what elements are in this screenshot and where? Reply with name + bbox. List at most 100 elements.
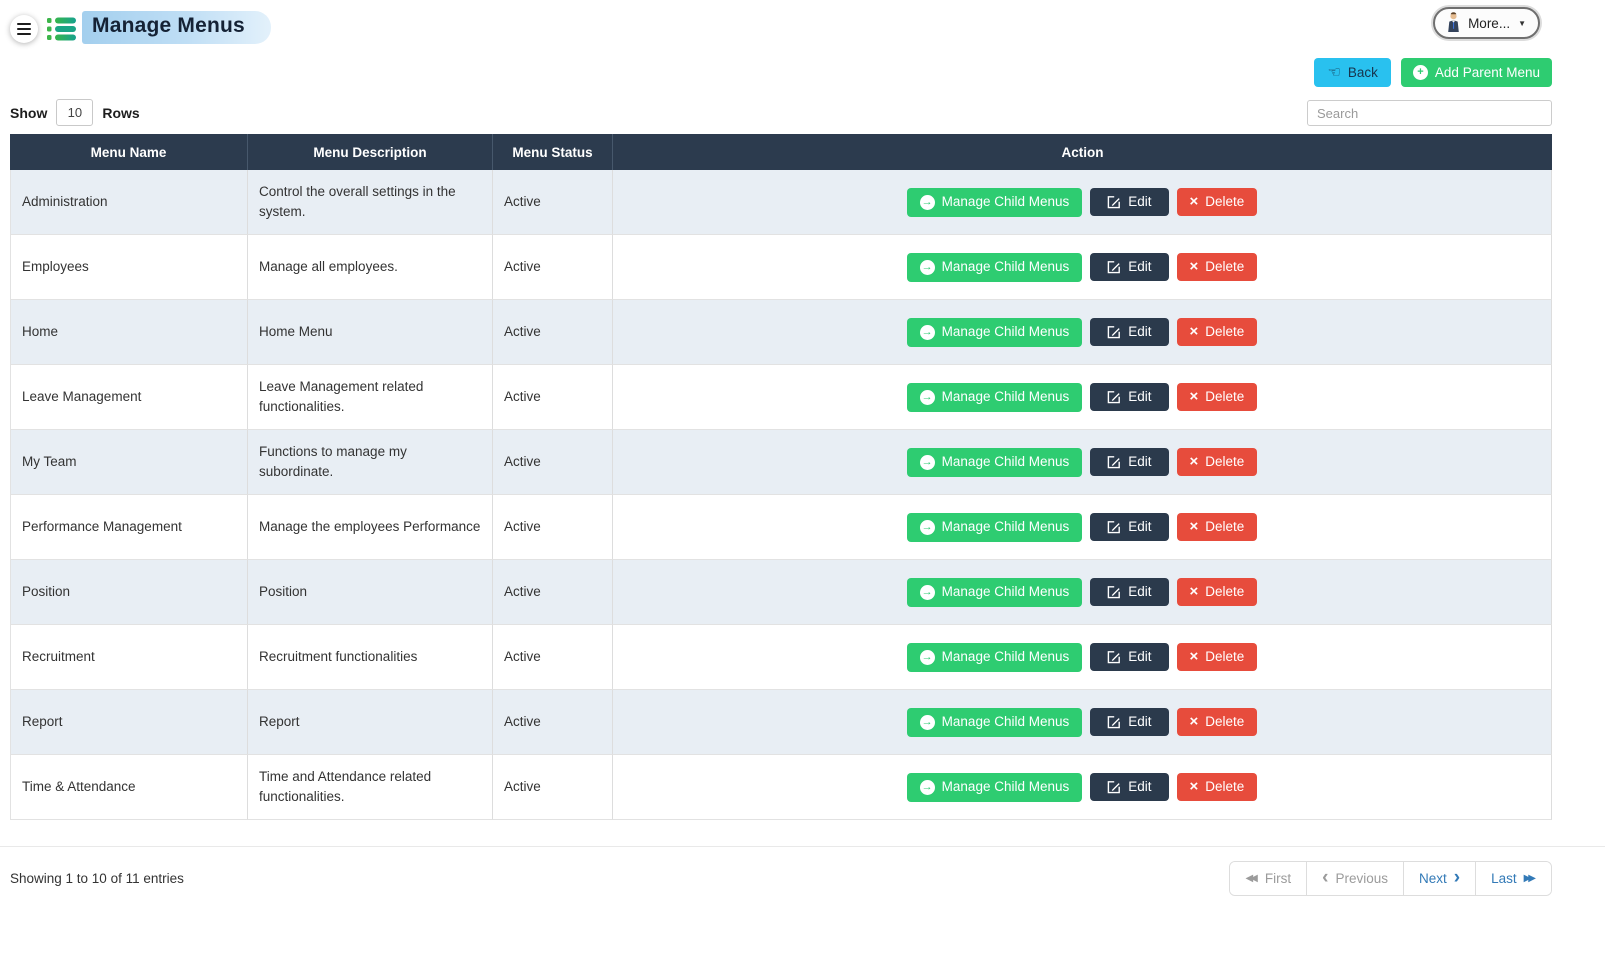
- edit-button[interactable]: Edit: [1090, 578, 1169, 606]
- manage-child-menus-button[interactable]: → Manage Child Menus: [906, 707, 1083, 737]
- chevron-down-icon: ▼: [1518, 18, 1526, 28]
- delete-button[interactable]: × Delete: [1176, 448, 1258, 476]
- edit-pencil-icon: [1107, 456, 1121, 469]
- menu-status: Active: [504, 778, 541, 794]
- menu-name-cell: Administration: [10, 170, 248, 235]
- menu-name: Home: [22, 323, 59, 339]
- menu-name-cell: Position: [10, 560, 248, 625]
- pagination-last-button[interactable]: Last ▶▶: [1475, 862, 1551, 895]
- menu-description-cell: Recruitment functionalities: [248, 625, 493, 690]
- manage-child-menus-button[interactable]: → Manage Child Menus: [906, 447, 1083, 477]
- edit-pencil-icon: [1107, 651, 1121, 664]
- menu-status-cell: Active: [493, 430, 613, 495]
- edit-button[interactable]: Edit: [1090, 318, 1169, 346]
- pagination-first-button[interactable]: ◀◀ First: [1230, 862, 1307, 895]
- footer-divider: [0, 846, 1605, 847]
- edit-pencil-icon: [1107, 521, 1121, 534]
- back-label: Back: [1347, 64, 1378, 80]
- menu-description-cell: Manage the employees Performance: [248, 495, 493, 560]
- action-cell: → Manage Child Menus Edit × Delete: [613, 495, 1552, 560]
- hamburger-menu-icon[interactable]: [10, 15, 38, 43]
- manage-child-menus-button[interactable]: → Manage Child Menus: [906, 772, 1083, 802]
- table-row: Time & Attendance Time and Attendance re…: [10, 755, 1552, 820]
- manage-child-menus-button[interactable]: → Manage Child Menus: [906, 317, 1083, 347]
- delete-button[interactable]: × Delete: [1176, 253, 1258, 281]
- action-cell: → Manage Child Menus Edit × Delete: [613, 755, 1552, 820]
- delete-button[interactable]: × Delete: [1176, 383, 1258, 411]
- action-cell: → Manage Child Menus Edit × Delete: [613, 235, 1552, 300]
- table-row: Position Position Active → Manage Child …: [10, 560, 1552, 625]
- show-label: Show: [10, 104, 48, 121]
- last-page-label: Last: [1491, 871, 1517, 886]
- edit-button[interactable]: Edit: [1090, 188, 1169, 216]
- action-bar: ☜ Back + Add Parent Menu: [0, 48, 1605, 87]
- menu-description: Functions to manage my subordinate.: [259, 443, 407, 479]
- edit-button[interactable]: Edit: [1090, 253, 1169, 281]
- manage-child-menus-button[interactable]: → Manage Child Menus: [906, 642, 1083, 672]
- edit-label: Edit: [1128, 259, 1152, 275]
- delete-button[interactable]: × Delete: [1176, 578, 1258, 606]
- delete-button[interactable]: × Delete: [1176, 318, 1258, 346]
- edit-pencil-icon: [1107, 781, 1121, 794]
- delete-button[interactable]: × Delete: [1176, 643, 1258, 671]
- arrow-right-circle-icon: →: [919, 649, 935, 665]
- more-dropdown-button[interactable]: More... ▼: [1433, 7, 1540, 39]
- edit-button[interactable]: Edit: [1090, 643, 1169, 671]
- arrow-right-circle-icon: →: [919, 194, 935, 210]
- control-bar: Show Rows: [0, 87, 1605, 126]
- delete-button[interactable]: × Delete: [1176, 513, 1258, 541]
- menu-status-cell: Active: [493, 560, 613, 625]
- menu-status-cell: Active: [493, 365, 613, 430]
- delete-label: Delete: [1205, 649, 1245, 665]
- manage-child-menus-button[interactable]: → Manage Child Menus: [906, 187, 1083, 217]
- table-row: My Team Functions to manage my subordina…: [10, 430, 1552, 495]
- menu-name: Time & Attendance: [22, 778, 136, 794]
- action-cell: → Manage Child Menus Edit × Delete: [613, 690, 1552, 755]
- edit-button[interactable]: Edit: [1090, 448, 1169, 476]
- edit-label: Edit: [1128, 389, 1152, 405]
- table-row: Performance Management Manage the employ…: [10, 495, 1552, 560]
- delete-label: Delete: [1205, 779, 1245, 795]
- action-cell: → Manage Child Menus Edit × Delete: [613, 365, 1552, 430]
- back-button[interactable]: ☜ Back: [1314, 58, 1391, 87]
- manage-child-menus-button[interactable]: → Manage Child Menus: [906, 512, 1083, 542]
- table-body: Administration Control the overall setti…: [10, 170, 1552, 820]
- manage-child-menus-label: Manage Child Menus: [941, 259, 1070, 275]
- menu-status-cell: Active: [493, 755, 613, 820]
- menu-name: Performance Management: [22, 518, 182, 534]
- edit-button[interactable]: Edit: [1090, 513, 1169, 541]
- menu-name: My Team: [22, 453, 77, 469]
- plus-circle-icon: +: [1412, 65, 1428, 80]
- menu-name-cell: Recruitment: [10, 625, 248, 690]
- last-page-icon: ▶▶: [1523, 872, 1536, 884]
- rows-per-page-input[interactable]: [56, 99, 94, 126]
- edit-label: Edit: [1128, 649, 1152, 665]
- menu-name: Leave Management: [22, 388, 142, 404]
- edit-pencil-icon: [1107, 326, 1121, 339]
- menu-name: Report: [22, 713, 63, 729]
- add-parent-menu-button[interactable]: + Add Parent Menu: [1400, 58, 1552, 87]
- menu-name-cell: Home: [10, 300, 248, 365]
- edit-button[interactable]: Edit: [1090, 708, 1169, 736]
- delete-button[interactable]: × Delete: [1176, 773, 1258, 801]
- search-input[interactable]: [1307, 100, 1552, 126]
- edit-button[interactable]: Edit: [1090, 383, 1169, 411]
- menu-description: Manage all employees.: [259, 258, 398, 274]
- delete-button[interactable]: × Delete: [1176, 708, 1258, 736]
- edit-button[interactable]: Edit: [1090, 773, 1169, 801]
- table-header: Menu Name Menu Description Menu Status A…: [10, 134, 1552, 170]
- menu-description-cell: Home Menu: [248, 300, 493, 365]
- table-row: Leave Management Leave Management relate…: [10, 365, 1552, 430]
- manage-child-menus-label: Manage Child Menus: [941, 714, 1070, 730]
- column-header-menu-status: Menu Status: [493, 134, 613, 170]
- arrow-right-circle-icon: →: [919, 324, 935, 340]
- pagination-next-button[interactable]: Next ›: [1402, 862, 1476, 895]
- manage-child-menus-button[interactable]: → Manage Child Menus: [906, 577, 1083, 607]
- manage-child-menus-button[interactable]: → Manage Child Menus: [906, 252, 1083, 282]
- manage-child-menus-button[interactable]: → Manage Child Menus: [906, 382, 1083, 412]
- pagination-previous-button[interactable]: ‹ Previous: [1306, 862, 1403, 895]
- delete-button[interactable]: × Delete: [1176, 188, 1258, 216]
- menu-status-cell: Active: [493, 495, 613, 560]
- arrow-right-circle-icon: →: [919, 259, 935, 275]
- menu-name-cell: My Team: [10, 430, 248, 495]
